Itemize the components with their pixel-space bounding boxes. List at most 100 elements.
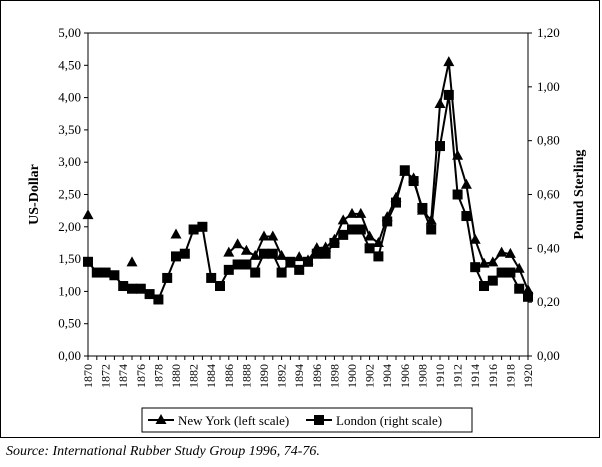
x-tick-label: 1886 <box>222 364 236 388</box>
london-point <box>329 237 340 248</box>
new-york-point <box>504 247 516 258</box>
london-point <box>127 283 137 294</box>
y2-tick-label: 0,40 <box>537 240 560 255</box>
new-york-point <box>249 249 261 260</box>
london-point <box>215 281 225 292</box>
y2-tick-label: 0,80 <box>537 133 560 148</box>
legend-new-york-marker <box>155 414 167 424</box>
x-tick-label: 1894 <box>292 364 306 388</box>
new-york-point <box>267 230 279 241</box>
x-tick-label: 1882 <box>187 364 201 388</box>
london-point <box>452 189 463 200</box>
new-york-point <box>170 228 182 239</box>
x-tick-label: 1918 <box>503 364 517 388</box>
london-point <box>514 283 525 294</box>
y2-tick-label: 0,00 <box>537 348 560 363</box>
london-point <box>250 267 261 278</box>
legend-london-label: London (right scale) <box>336 413 442 428</box>
x-tick-label: 1904 <box>380 364 394 388</box>
new-york-point <box>513 262 525 273</box>
rubber-price-chart: 0,00 0,50 1,00 1,50 2,00 2,50 3,00 3,50 4,00 4,50… <box>27 25 587 433</box>
london-point <box>461 211 472 222</box>
x-tick-label: 1870 <box>81 364 95 388</box>
new-york-point <box>469 233 481 244</box>
london-point <box>373 251 384 262</box>
london-point <box>320 248 331 259</box>
legend-london-marker <box>314 415 324 425</box>
x-tick-label: 1914 <box>468 364 482 388</box>
new-york-point <box>276 249 288 260</box>
london-point <box>135 283 146 294</box>
london-point <box>505 267 516 278</box>
london-point <box>179 248 190 259</box>
new-york-point <box>126 256 138 267</box>
x-tick-label: 1880 <box>169 364 183 388</box>
london-point <box>487 275 498 286</box>
london-point <box>197 221 208 232</box>
london-point <box>364 243 375 254</box>
london-point <box>338 229 349 240</box>
x-tick-label: 1908 <box>415 364 429 388</box>
y-tick-label: 3,50 <box>58 122 81 137</box>
x-tick-label: 1884 <box>204 364 218 388</box>
london-point <box>83 256 93 267</box>
london-point <box>355 224 366 235</box>
new-york-point <box>346 207 358 218</box>
london-point <box>408 176 419 187</box>
x-tick-label: 1888 <box>239 364 253 388</box>
london-point <box>91 267 102 278</box>
x-tick-label: 1910 <box>433 364 447 388</box>
london-point <box>267 248 278 259</box>
new-york-point <box>460 178 472 189</box>
new-york-point <box>355 207 367 218</box>
london-point <box>276 267 287 278</box>
x-tick-label: 1898 <box>327 364 341 388</box>
y2-tick-label: 0,60 <box>537 187 560 202</box>
london-point <box>435 141 445 152</box>
figure-frame <box>0 0 600 438</box>
london-point <box>496 267 507 278</box>
new-york-point <box>223 246 235 257</box>
london-point <box>523 291 533 302</box>
new-york-point <box>232 238 244 249</box>
london-point <box>391 197 401 208</box>
y-axis-title: US-Dollar <box>27 164 42 225</box>
y2-tick-label: 0,20 <box>537 294 560 309</box>
london-point <box>382 216 393 227</box>
london-point <box>347 224 357 235</box>
london-point <box>232 259 243 270</box>
source-note: Source: International Rubber Study Group… <box>6 444 320 459</box>
london-point <box>100 267 111 278</box>
x-tick-label: 1896 <box>310 364 324 388</box>
london-point <box>144 289 155 300</box>
y2-axis-title: Pound Sterling <box>572 150 587 240</box>
london-point <box>303 256 313 267</box>
new-york-point <box>496 246 508 257</box>
y-tick-label: 4,00 <box>58 90 81 105</box>
x-tick-label: 1872 <box>99 364 113 388</box>
london-point <box>479 281 489 292</box>
legend-new-york-label: New York (left scale) <box>178 413 289 428</box>
london-point <box>399 165 410 176</box>
london-point <box>426 224 437 235</box>
y-tick-label: 0,50 <box>58 316 81 331</box>
london-point <box>118 281 129 292</box>
london-point <box>206 272 217 283</box>
x-tick-label: 1876 <box>134 364 148 388</box>
london-point <box>188 224 199 235</box>
london-point <box>417 202 428 213</box>
new-york-point <box>258 230 270 241</box>
london-point <box>470 262 481 273</box>
london-point <box>259 248 269 259</box>
y-tick-label: 0,00 <box>58 348 81 363</box>
london-point <box>109 270 120 281</box>
x-tick-label: 1906 <box>398 364 412 388</box>
y2-tick-label: 1,00 <box>537 79 560 94</box>
london-point <box>171 251 181 262</box>
new-york-point <box>337 214 349 225</box>
y-tick-label: 3,00 <box>58 154 81 169</box>
new-york-point <box>478 257 490 268</box>
x-tick-label: 1890 <box>257 364 271 388</box>
x-tick-label: 1920 <box>521 364 535 388</box>
london-point <box>223 264 234 275</box>
